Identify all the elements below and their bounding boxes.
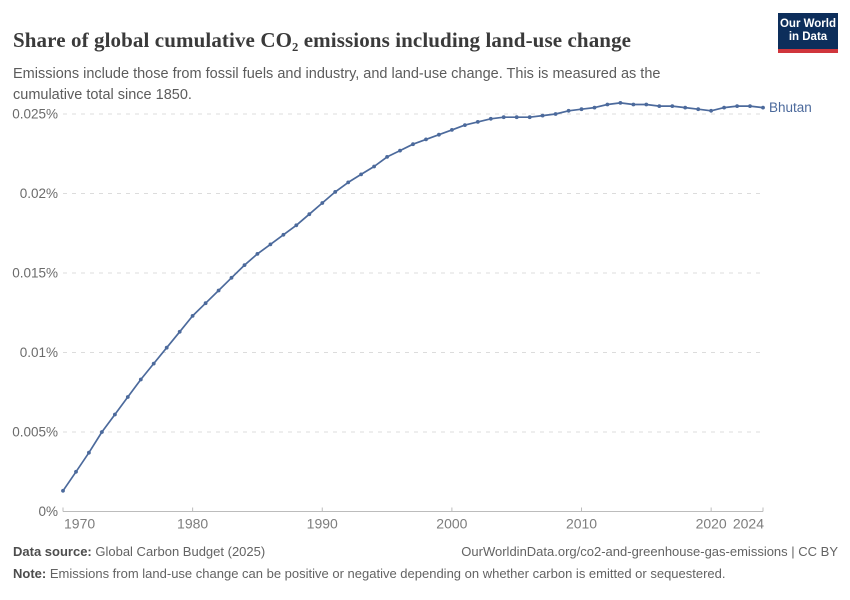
series-line[interactable]: [62, 102, 764, 492]
data-point-marker[interactable]: [151, 361, 156, 366]
y-tick-label: 0.01%: [20, 345, 58, 360]
data-point-marker[interactable]: [761, 105, 765, 110]
y-tick-label: 0%: [38, 504, 58, 519]
data-point-marker[interactable]: [307, 212, 312, 217]
x-tick-label: 2020: [696, 516, 727, 532]
x-tick-label: 2024: [733, 516, 764, 532]
y-tick-label: 0.025%: [12, 107, 58, 122]
data-point-marker[interactable]: [657, 104, 662, 108]
data-point-marker[interactable]: [475, 120, 480, 124]
data-point-marker[interactable]: [450, 128, 454, 132]
data-point-marker[interactable]: [735, 104, 739, 108]
data-point-marker[interactable]: [177, 329, 182, 334]
x-tick-label: 1990: [307, 516, 338, 532]
data-point-marker[interactable]: [268, 242, 273, 247]
x-tick-label: 2010: [566, 516, 597, 532]
data-point-marker[interactable]: [113, 412, 117, 417]
data-point-marker[interactable]: [696, 107, 701, 112]
chart-note: Note: Emissions from land-use change can…: [13, 566, 726, 581]
data-point-marker[interactable]: [138, 377, 143, 382]
data-point-marker[interactable]: [592, 105, 597, 110]
data-point-marker[interactable]: [463, 123, 467, 127]
data-point-marker[interactable]: [553, 112, 558, 116]
x-tick-label: 1980: [177, 516, 208, 532]
chart-footer: Data source: Global Carbon Budget (2025)…: [13, 544, 838, 581]
data-point-marker[interactable]: [398, 148, 402, 153]
data-point-marker[interactable]: [294, 223, 299, 228]
data-point-marker[interactable]: [203, 301, 208, 306]
data-point-marker[interactable]: [618, 101, 623, 105]
data-point-marker[interactable]: [683, 105, 688, 110]
data-point-marker[interactable]: [424, 137, 428, 142]
line-chart-canvas: 0% 0.005% 0.01% 0.015% 0.02% 0.025% 1970 1980 19…: [12, 100, 812, 532]
owid-logo-line2: in Data: [788, 31, 828, 43]
chart-subtitle: Emissions include those from fossil fuel…: [13, 65, 661, 103]
data-point-marker[interactable]: [255, 252, 260, 256]
data-point-marker[interactable]: [501, 115, 506, 120]
data-point-marker[interactable]: [579, 107, 584, 112]
data-source-text: Global Carbon Budget (2025): [91, 544, 266, 559]
data-point-marker[interactable]: [644, 102, 649, 107]
data-point-marker[interactable]: [100, 430, 104, 434]
data-point-marker[interactable]: [437, 132, 441, 137]
data-source-label: Data source:: [13, 544, 92, 559]
data-point-marker[interactable]: [333, 190, 338, 194]
data-point-marker[interactable]: [372, 164, 376, 169]
data-point-marker[interactable]: [411, 142, 415, 147]
owid-logo-line1: Our World: [779, 18, 836, 30]
data-point-marker[interactable]: [281, 232, 286, 237]
data-point-marker[interactable]: [87, 450, 91, 455]
data-point-marker[interactable]: [605, 102, 610, 107]
data-point-marker[interactable]: [216, 288, 221, 293]
data-point-marker[interactable]: [242, 263, 247, 267]
data-point-marker[interactable]: [125, 395, 130, 399]
y-tick-label: 0.015%: [12, 266, 58, 281]
x-tick-label: 1970: [64, 516, 95, 532]
data-point-marker[interactable]: [722, 105, 726, 110]
data-point-marker[interactable]: [527, 115, 532, 120]
data-point-marker[interactable]: [61, 488, 65, 493]
chart-note-label: Note:: [13, 566, 47, 581]
data-point-marker[interactable]: [346, 180, 351, 185]
data-point-marker[interactable]: [748, 104, 752, 108]
data-point-marker[interactable]: [385, 155, 389, 159]
chart-title: Share of global cumulative CO₂ emissions…: [13, 28, 632, 53]
entity-label[interactable]: Bhutan: [769, 100, 812, 115]
y-tick-label: 0.02%: [20, 186, 58, 201]
data-point-marker[interactable]: [229, 275, 234, 280]
x-tick-label: 2000: [436, 516, 467, 532]
data-point-marker[interactable]: [631, 102, 636, 107]
owid-logo[interactable]: Our World in Data: [778, 13, 838, 53]
data-point-marker[interactable]: [488, 116, 493, 121]
data-point-marker[interactable]: [540, 113, 545, 118]
data-point-marker[interactable]: [164, 345, 169, 350]
data-point-marker[interactable]: [359, 172, 363, 177]
data-point-marker[interactable]: [709, 108, 713, 113]
data-point-marker[interactable]: [320, 201, 325, 205]
data-point-marker[interactable]: [514, 115, 519, 120]
data-point-marker[interactable]: [670, 104, 675, 108]
data-point-marker[interactable]: [566, 108, 571, 113]
data-source: Data source: Global Carbon Budget (2025): [13, 544, 265, 559]
y-tick-label: 0.005%: [12, 425, 58, 440]
chart-note-text: Emissions from land-use change can be po…: [46, 566, 726, 581]
data-point-marker[interactable]: [74, 469, 78, 474]
data-point-marker[interactable]: [190, 314, 195, 318]
license-link[interactable]: OurWorldinData.org/co2-and-greenhouse-ga…: [461, 544, 838, 559]
